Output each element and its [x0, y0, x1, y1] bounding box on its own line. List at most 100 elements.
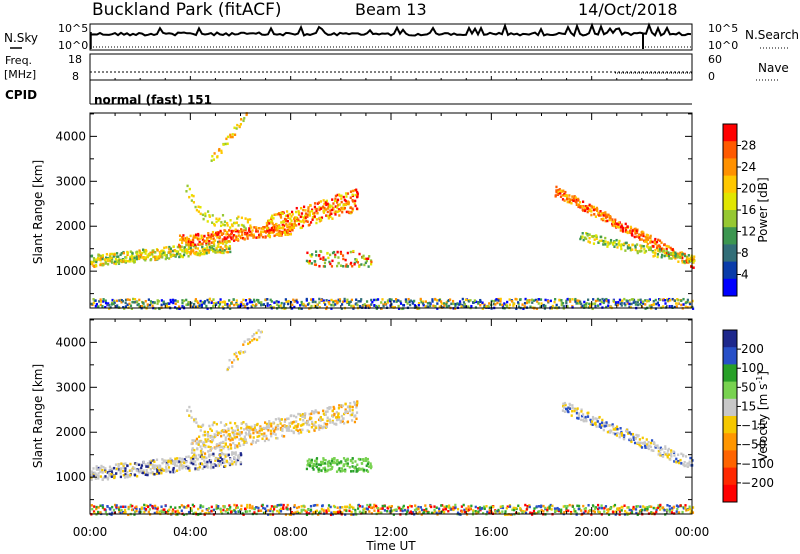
power-cell — [497, 297, 500, 301]
power-cell — [192, 194, 195, 198]
power-cell — [194, 299, 197, 303]
power-cell — [332, 208, 335, 211]
power-cell — [283, 307, 286, 310]
power-cell — [680, 299, 683, 303]
velocity-cell — [119, 469, 122, 473]
noise-left-tick-bottom: 10^0 — [58, 39, 88, 52]
velocity-cell — [341, 506, 344, 509]
x-tick-label: 20:00 — [574, 525, 609, 539]
power-cell — [658, 248, 662, 251]
velocity-cell — [231, 365, 234, 368]
power-cell — [192, 303, 196, 306]
velocity-cell — [190, 416, 193, 419]
power-cell — [352, 306, 355, 309]
power-cell — [315, 218, 319, 221]
power-cell — [313, 202, 317, 205]
power-cell — [600, 239, 603, 242]
power-cell — [216, 250, 219, 254]
power-cell — [496, 301, 499, 305]
velocity-cell — [331, 409, 334, 413]
power-cell — [237, 231, 240, 234]
power-cell — [305, 297, 308, 301]
velocity-cell — [220, 448, 223, 452]
velocity-cell — [200, 462, 204, 466]
power-cell — [222, 223, 225, 226]
power-cell — [181, 301, 184, 305]
power-cell — [308, 262, 311, 265]
velocity-cell — [153, 466, 156, 470]
velocity-cell — [616, 431, 619, 435]
power-cell — [98, 300, 101, 303]
velocity-cell — [237, 510, 240, 513]
velocity-cell — [200, 440, 203, 443]
velocity-cell — [612, 428, 615, 431]
power-cell — [101, 254, 105, 257]
velocity-cell — [342, 464, 345, 467]
velocity-cell — [313, 423, 316, 426]
velocity-cell — [95, 507, 98, 511]
velocity-cell — [229, 421, 232, 425]
power-cell — [310, 208, 314, 212]
velocity-cell — [292, 512, 295, 515]
power-cell — [652, 302, 656, 306]
power-cell — [497, 299, 500, 302]
velocity-panel-frame — [89, 318, 693, 515]
power-cell — [281, 223, 284, 227]
velocity-cell — [677, 505, 680, 508]
power-cell — [647, 246, 651, 250]
velocity-cell — [573, 409, 576, 413]
power-cell — [554, 297, 557, 301]
power-cell — [109, 256, 112, 260]
velocity-cell — [335, 411, 338, 414]
power-cell — [337, 193, 341, 197]
velocity-cell — [604, 505, 608, 508]
power-cell — [257, 226, 261, 230]
velocity-cell — [290, 510, 294, 514]
velocity-cell — [219, 431, 222, 435]
velocity-cell — [146, 505, 150, 509]
velocity-cell — [282, 435, 286, 438]
power-cell — [691, 299, 694, 303]
power-cell — [426, 302, 430, 305]
velocity-cell — [243, 350, 247, 354]
velocity-cell — [306, 420, 310, 423]
velocity-cell — [297, 511, 301, 515]
velocity-cell — [400, 507, 403, 511]
power-cell — [274, 228, 277, 232]
velocity-cell — [544, 506, 547, 510]
velocity-cell — [447, 504, 451, 508]
power-cell — [616, 246, 619, 249]
power-cell — [177, 243, 181, 247]
velocity-cell — [199, 504, 202, 507]
power-cell — [285, 300, 288, 303]
velocity-cell — [224, 443, 227, 446]
power-cell — [180, 245, 183, 249]
velocity-cell — [223, 445, 226, 449]
time-tick-labels: 00:00 04:00 08:00 12:00 16:00 20:00 00:00 — [73, 525, 710, 539]
power-cell — [362, 254, 365, 258]
velocity-cell — [410, 505, 413, 508]
power-cell — [382, 303, 385, 306]
power-cell — [290, 210, 294, 214]
power-cell — [393, 306, 396, 309]
power-cell — [479, 304, 482, 307]
velocity-cell — [538, 510, 541, 513]
power-cell — [467, 305, 470, 308]
velocity-cell — [607, 510, 610, 513]
power-cell — [220, 232, 224, 235]
power-cell — [670, 257, 673, 260]
power-cell — [310, 255, 313, 258]
velocity-cell — [456, 507, 460, 511]
velocity-cell — [319, 419, 322, 422]
velocity-cell — [270, 505, 273, 508]
power-cell — [124, 298, 128, 302]
velocity-cell — [672, 450, 675, 453]
power-cell — [636, 300, 639, 304]
power-cell — [195, 305, 198, 309]
velocity-cell — [562, 402, 565, 406]
velocity-cell — [575, 409, 579, 412]
power-cell — [187, 300, 190, 304]
velocity-cell — [274, 426, 278, 430]
power-cell — [675, 305, 678, 308]
power-cell — [178, 307, 181, 310]
